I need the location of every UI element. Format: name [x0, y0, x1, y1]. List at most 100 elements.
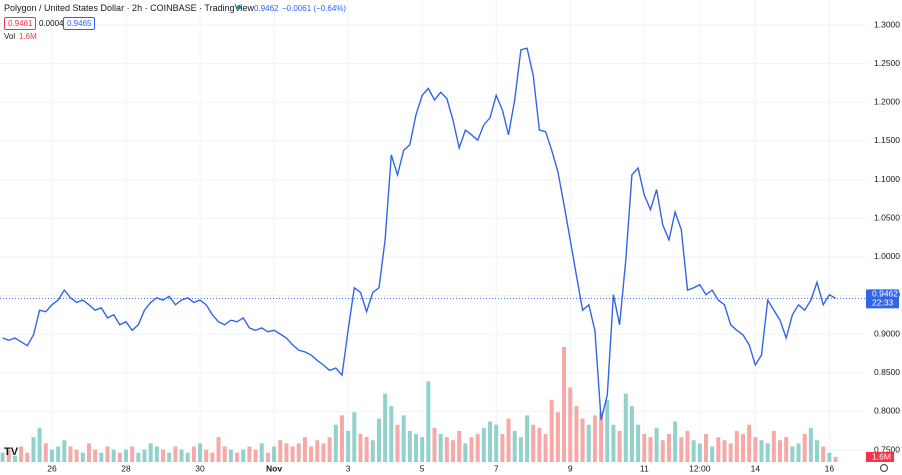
- volume-bar: [302, 437, 307, 462]
- volume-tag: [866, 452, 894, 462]
- ask[interactable]: 0.9465: [63, 17, 96, 30]
- volume-bar: [198, 443, 203, 462]
- volume-bar: [407, 430, 412, 462]
- volume-bar: [358, 434, 363, 462]
- volume-bar: [691, 440, 696, 462]
- volume-bar: [339, 415, 344, 462]
- volume-bar: [80, 452, 85, 462]
- volume-bar: [500, 434, 505, 462]
- x-tick-label: 11: [640, 463, 649, 473]
- volume-bar: [37, 427, 42, 462]
- volume-bar: [395, 424, 400, 462]
- volume-bar: [364, 437, 369, 462]
- last-price-label: 0.9462: [872, 289, 898, 299]
- volume-bar: [679, 437, 684, 462]
- last-price: 0.9462: [254, 4, 279, 13]
- volume-bar: [426, 381, 431, 462]
- bid[interactable]: 0.9461: [4, 17, 37, 30]
- volume-bar: [605, 399, 610, 462]
- volume-bar: [173, 446, 178, 462]
- volume-bar: [222, 446, 227, 462]
- y-tick-label: 1.0500: [874, 212, 900, 222]
- x-tick-label: 9: [568, 463, 573, 473]
- volume-bar: [771, 430, 776, 462]
- vol-value: 1.6M: [19, 32, 37, 41]
- volume-bar: [376, 418, 381, 462]
- countdown: 22:33: [872, 298, 894, 308]
- volume-bar: [438, 434, 443, 462]
- volume-bar: [0, 452, 5, 462]
- volume-bar: [309, 446, 314, 462]
- volume-bar: [247, 446, 252, 462]
- volume-bar: [56, 446, 61, 462]
- y-tick-label: 1.1000: [874, 174, 900, 184]
- volume-bar: [722, 440, 727, 462]
- volume-bar: [105, 446, 110, 462]
- volume-bar: [827, 452, 832, 462]
- volume-bar: [296, 443, 301, 462]
- volume-bar: [716, 437, 721, 462]
- volume-bar: [327, 437, 332, 462]
- y-tick-label: 1.0000: [874, 251, 900, 261]
- volume-bar: [389, 406, 394, 462]
- volume-bar: [444, 437, 449, 462]
- volume-bar: [562, 347, 567, 462]
- volume-bar: [537, 427, 542, 462]
- volume-bar: [531, 424, 536, 462]
- volume-bar: [592, 415, 597, 462]
- volume-bar: [99, 452, 104, 462]
- volume-bar: [648, 437, 653, 462]
- volume-bar: [272, 446, 277, 462]
- volume-bar: [235, 452, 240, 462]
- volume-bar: [753, 437, 758, 462]
- volume-bar: [179, 449, 184, 462]
- volume-bar: [494, 424, 499, 462]
- volume-bar: [161, 449, 166, 462]
- x-tick-label: 7: [494, 463, 499, 473]
- volume-bar: [346, 430, 351, 462]
- volume-bar: [278, 440, 283, 462]
- settings-icon[interactable]: [879, 463, 889, 473]
- volume-bar: [636, 424, 641, 462]
- volume-bar: [451, 440, 456, 462]
- volume-bar: [383, 393, 388, 462]
- volume-bar: [765, 443, 770, 462]
- x-tick-label: 16: [825, 463, 835, 473]
- price-axis-bg: [866, 0, 902, 475]
- x-tick-label: 26: [47, 463, 57, 473]
- volume-bar: [506, 418, 511, 462]
- volume-bar: [86, 443, 91, 462]
- y-tick-label: 0.9000: [874, 328, 900, 338]
- volume-bar: [154, 446, 159, 462]
- volume-bar: [488, 421, 493, 462]
- volume-bar: [62, 440, 67, 462]
- volume-bar: [148, 443, 153, 462]
- volume-bar: [19, 446, 24, 462]
- volume-bar: [518, 437, 523, 462]
- volume-bar: [136, 452, 141, 462]
- volume-bar: [833, 457, 838, 462]
- volume-bar: [790, 446, 795, 462]
- volume-bar: [142, 449, 147, 462]
- volume-bar: [253, 449, 258, 462]
- x-tick-label: Nov: [266, 463, 282, 473]
- volume-bar: [555, 412, 560, 462]
- volume-bar: [74, 449, 79, 462]
- volume: [0, 347, 838, 462]
- volume-bar: [475, 434, 480, 462]
- volume-bar: [666, 434, 671, 462]
- y-tick-label: 1.3000: [874, 19, 900, 29]
- price-change: −0.0061 (−0.64%): [282, 4, 347, 13]
- gear[interactable]: [879, 463, 889, 473]
- chart-title: Polygon / United States Dollar · 2h · CO…: [4, 3, 254, 13]
- volume-bar: [117, 452, 122, 462]
- volume-bar: [111, 449, 116, 462]
- spread: 0.0004: [39, 19, 64, 28]
- volume-bar: [420, 437, 425, 462]
- volume-bar: [241, 449, 246, 462]
- volume-bar: [525, 415, 530, 462]
- volume-bar: [333, 424, 338, 462]
- volume-bar: [204, 449, 209, 462]
- volume-bar: [802, 434, 807, 462]
